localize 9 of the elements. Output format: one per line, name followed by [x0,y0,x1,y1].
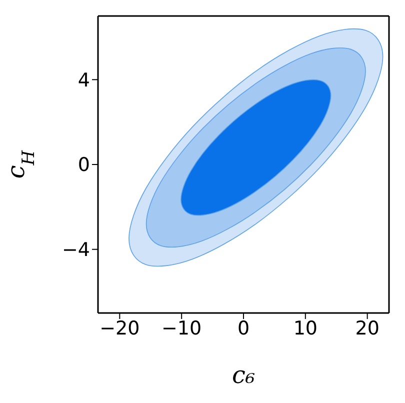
y-tick-label: 0 [78,154,90,176]
x-tick-label: 0 [237,317,250,340]
x-tick-label: 10 [293,317,318,340]
x-tick-label: −20 [100,317,140,340]
y-tick-label: −4 [62,239,90,262]
y-tick-label: 4 [78,69,90,92]
x-axis-title: c₆ [232,361,256,389]
x-tick-label: 20 [355,317,380,340]
x-tick-label: −10 [162,317,202,340]
